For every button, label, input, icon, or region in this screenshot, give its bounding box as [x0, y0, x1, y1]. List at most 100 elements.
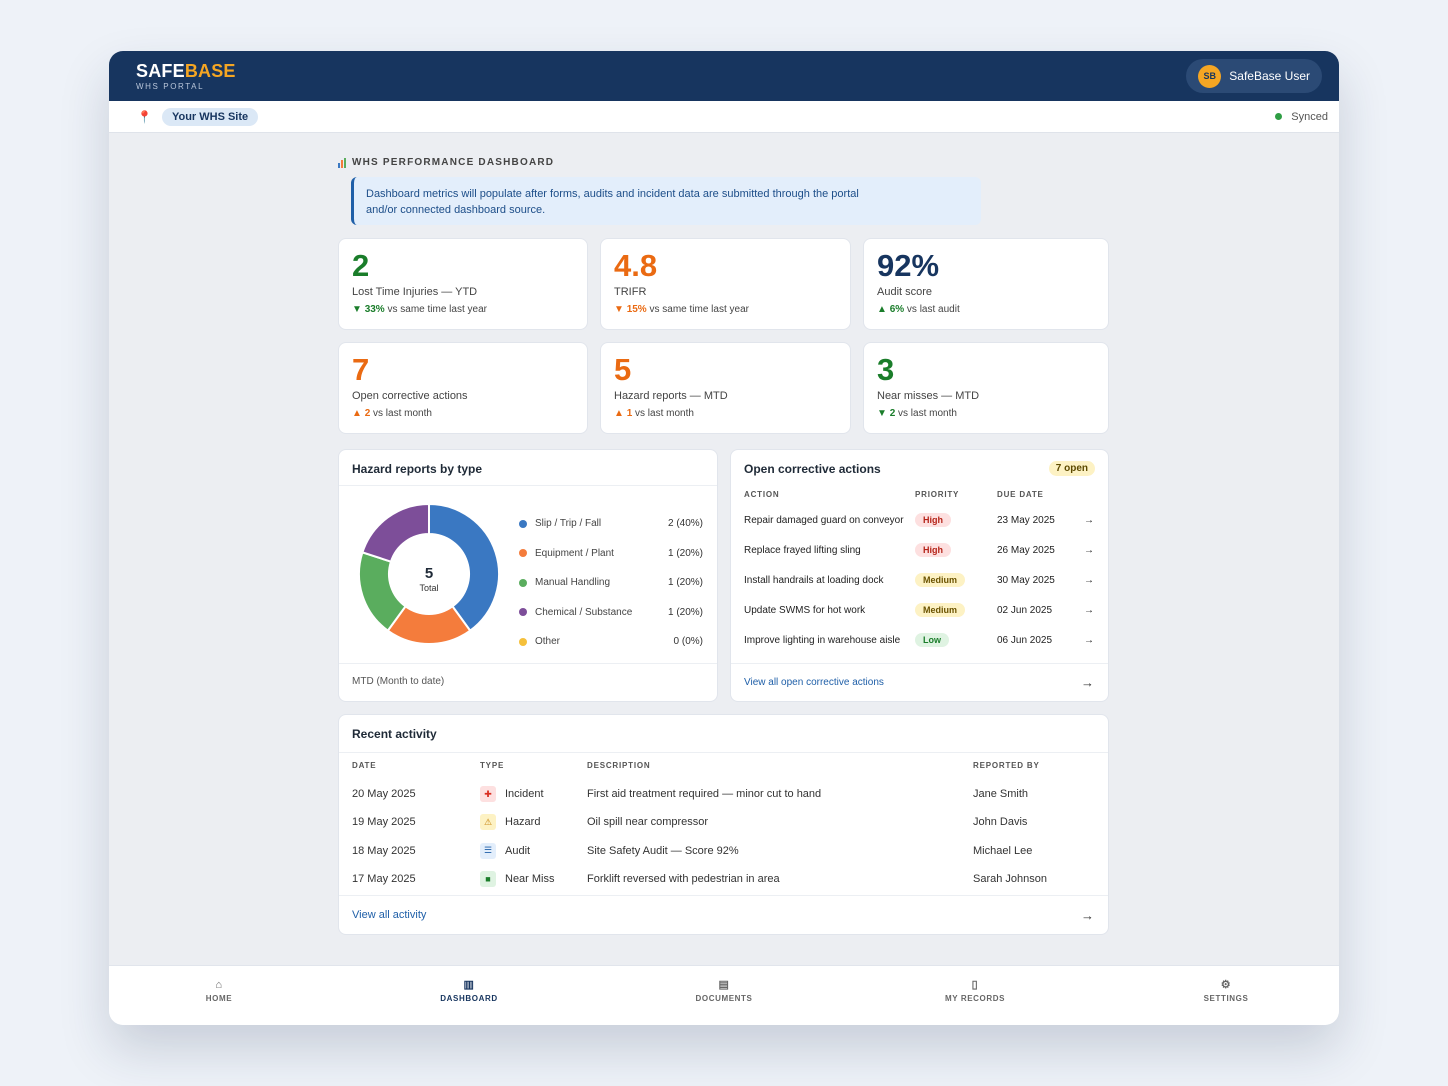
open-action-arrow-icon[interactable]: → [1084, 634, 1094, 646]
trend-down-icon: ▼ [352, 304, 362, 315]
view-all-activity-label: View all activity [352, 909, 427, 921]
activity-reported-by: Michael Lee [973, 844, 1033, 857]
kpi-change-suffix: vs last month [635, 408, 694, 419]
logo[interactable]: SAFEBASE WHS PORTAL [136, 62, 236, 91]
nav-my-records[interactable]: ▯ MY RECORDS [945, 979, 1005, 1003]
kpi-card: 2 Lost Time Injuries — YTD ▼ 33% vs same t… [338, 238, 588, 330]
home-icon: ⌂ [215, 979, 223, 991]
user-menu-button[interactable]: SB SafeBase User [1186, 59, 1322, 93]
corrective-action-row[interactable]: Improve lighting in warehouse aisle Low 06… [731, 625, 1108, 655]
kpi-change: 6% [889, 304, 905, 315]
bottom-nav: ⌂ HOME ▥ DASHBOARD ▤ DOCUMENTS ▯ MY RECORDS ⚙ SET… [109, 965, 1339, 1025]
site-selector[interactable]: Your WHS Site [161, 107, 259, 126]
activity-card-title: Recent activity [352, 727, 437, 741]
settings-icon: ⚙ [1220, 979, 1232, 991]
corrective-action-row[interactable]: Repair damaged guard on conveyor High 23 M… [731, 505, 1108, 535]
activity-description: Site Safety Audit — Score 92% [587, 844, 739, 857]
priority-badge: High [915, 513, 951, 527]
due-date: 26 May 2025 [997, 544, 1055, 556]
dashboard-icon: ▥ [463, 979, 475, 991]
incident-icon: ✚ [480, 786, 496, 803]
legend-item: Manual Handling 1 (20%) [519, 568, 703, 598]
activity-reported-by: John Davis [973, 816, 1028, 829]
action-text: Install handrails at loading dock [744, 574, 884, 586]
view-all-corrective-link[interactable]: View all open corrective actions → [731, 663, 1108, 701]
activity-row[interactable]: 20 May 2025 ✚ Incident First aid treatment … [339, 780, 1108, 808]
activity-row[interactable]: 17 May 2025 ■ Near Miss Forklift reversed w… [339, 865, 1108, 893]
nav-documents[interactable]: ▤ DOCUMENTS [696, 979, 753, 1003]
dashboard-main: WHS PERFORMANCE DASHBOARD Dashboard metr… [338, 157, 1109, 935]
brand-base: BASE [184, 60, 236, 81]
kpi-trend: ▼ 15% vs same time last year [614, 304, 837, 315]
activity-reported-by: Jane Smith [973, 788, 1029, 801]
open-action-arrow-icon[interactable]: → [1084, 574, 1094, 586]
kpi-change: 2 [364, 408, 371, 419]
activity-date: 19 May 2025 [352, 816, 416, 829]
legend-label: Other [535, 636, 561, 648]
chart-legend: Slip / Trip / Fall 2 (40%) Equipment / Pla… [519, 509, 703, 657]
priority-badge: High [915, 543, 951, 557]
activity-date: 20 May 2025 [352, 788, 416, 801]
activity-row[interactable]: 18 May 2025 ☰ Audit Site Safety Audit — Sco… [339, 837, 1108, 865]
corrective-action-row[interactable]: Update SWMS for hot work Medium 02 Jun 202… [731, 595, 1108, 625]
kpi-label: TRIFR [614, 286, 647, 298]
nav-settings[interactable]: ⚙ SETTINGS [1204, 979, 1249, 1003]
kpi-change: 33% [364, 304, 385, 315]
top-bar: SAFEBASE WHS PORTAL SB SafeBase User [109, 51, 1339, 101]
view-all-activity-link[interactable]: View all activity → [339, 895, 1108, 934]
nav-home[interactable]: ⌂ HOME [206, 979, 232, 1003]
donut-slice-slip-trip-fall[interactable] [428, 502, 500, 633]
donut-center-label: Total [419, 583, 438, 593]
near-miss-icon: ■ [480, 871, 496, 888]
due-date: 02 Jun 2025 [997, 604, 1053, 616]
nav-dashboard[interactable]: ▥ DASHBOARD [440, 979, 497, 1003]
activity-date: 17 May 2025 [352, 873, 416, 886]
kpi-label: Hazard reports — MTD [614, 390, 728, 402]
kpi-change-suffix: vs last audit [906, 304, 960, 315]
dashboard-title: WHS PERFORMANCE DASHBOARD [352, 157, 555, 168]
open-action-arrow-icon[interactable]: → [1084, 514, 1094, 526]
audit-icon: ☰ [480, 842, 496, 859]
col-reported-by: REPORTED BY [973, 761, 1040, 770]
legend-dot-icon [519, 549, 527, 558]
kpi-change: 2 [889, 408, 896, 419]
kpi-value: 4.8 [614, 248, 658, 283]
trend-down-icon: ▼ [877, 408, 887, 419]
activity-row[interactable]: 19 May 2025 ⚠ Hazard Oil spill near compres… [339, 808, 1108, 836]
corrective-action-row[interactable]: Install handrails at loading dock Medium 3… [731, 565, 1108, 595]
legend-label: Equipment / Plant [535, 547, 614, 559]
corrective-actions-card: Open corrective actions 7 open ACTION PR… [730, 449, 1109, 702]
col-priority: PRIORITY [915, 490, 960, 499]
legend-item: Other 0 (0%) [519, 627, 703, 657]
kpi-trend: ▼ 2 vs last month [877, 408, 1095, 419]
legend-value: 2 (40%) [667, 518, 703, 530]
kpi-card: 4.8 TRIFR ▼ 15% vs same time last year [600, 238, 851, 330]
due-date: 30 May 2025 [997, 574, 1055, 586]
legend-dot-icon [519, 637, 527, 646]
bar-chart-icon [338, 157, 346, 168]
legend-value: 1 (20%) [667, 606, 703, 618]
legend-dot-icon [519, 608, 527, 617]
legend-value: 0 (0%) [673, 636, 703, 648]
kpi-trend: ▲ 2 vs last month [352, 408, 574, 419]
corrective-actions-table: ACTION PRIORITY DUE DATE Repair damaged … [731, 488, 1108, 655]
legend-label: Manual Handling [535, 577, 611, 589]
action-text: Improve lighting in warehouse aisle [744, 634, 901, 646]
activity-reported-by: Sarah Johnson [973, 873, 1047, 886]
activity-type: Audit [505, 844, 531, 857]
kpi-card: 7 Open corrective actions ▲ 2 vs last mont… [338, 342, 588, 434]
documents-icon: ▤ [718, 979, 730, 991]
activity-type: Near Miss [505, 873, 555, 886]
records-icon: ▯ [971, 979, 979, 991]
donut-slice-chemical-substance[interactable] [361, 502, 430, 563]
notice-line-2: and/or connected dashboard source. [366, 204, 546, 216]
open-action-arrow-icon[interactable]: → [1084, 544, 1094, 556]
col-action: ACTION [744, 490, 780, 499]
due-date: 06 Jun 2025 [997, 634, 1053, 646]
nav-label: HOME [205, 994, 233, 1003]
corrective-action-row[interactable]: Replace frayed lifting sling High 26 May 2… [731, 535, 1108, 565]
hazard-donut-chart: 5 Total [358, 502, 500, 645]
recent-activity-card: Recent activity DATE TYPE DESCRIPTION RE… [338, 714, 1109, 935]
open-action-arrow-icon[interactable]: → [1084, 604, 1094, 616]
trend-up-icon: ▲ [352, 408, 362, 419]
